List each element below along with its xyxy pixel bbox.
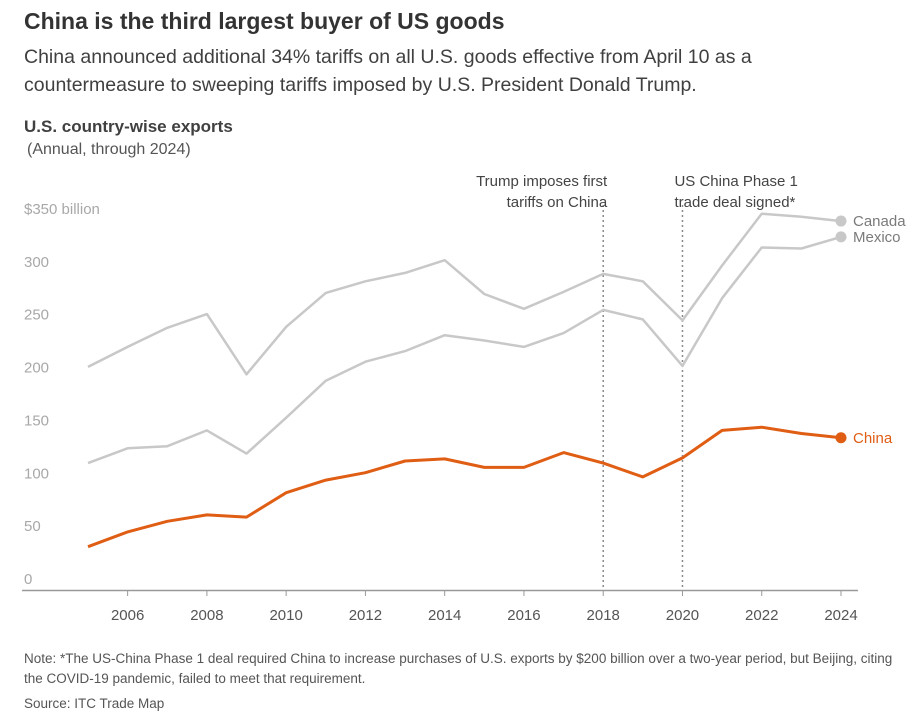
series-line-canada [87,212,842,376]
y-tick-label: 300 [24,254,49,271]
series-line-mexico [87,235,842,465]
x-tick-label: 2016 [507,607,540,624]
y-tick-label: 50 [24,518,41,535]
series-label-canada: Canada [853,213,906,230]
series-end-point-china [835,432,847,444]
y-tick-label: 250 [24,307,49,324]
series-end-point-canada [835,215,847,227]
y-tick-label: $350 billion [24,201,100,218]
x-tick-label: 2006 [111,607,144,624]
annotation-label: trade deal signed* [674,194,795,211]
chart-subtitle: (Annual, through 2024) [27,141,191,158]
x-tick-label: 2012 [349,607,382,624]
y-tick-label: 200 [24,360,49,377]
series-label-china: China [853,430,893,447]
x-tick-label: 2008 [190,607,223,624]
y-tick-label: 100 [24,465,49,482]
page-subtitle: China announced additional 34% tariffs o… [24,46,752,96]
source-credit: Source: ITC Trade Map [24,696,165,711]
y-tick-label: 0 [24,571,32,588]
y-tick-label: 150 [24,412,49,429]
x-tick-label: 2014 [428,607,461,624]
series-label-mexico: Mexico [853,229,901,246]
series-line-china [87,425,842,549]
annotation-label: tariffs on China [507,194,608,211]
x-tick-label: 2024 [824,607,857,624]
x-tick-label: 2020 [666,607,699,624]
page-title: China is the third largest buyer of US g… [24,8,505,34]
x-tick-label: 2010 [269,607,302,624]
footnote: Note: *The US-China Phase 1 deal require… [24,651,893,686]
x-tick-label: 2022 [745,607,778,624]
annotation-label: Trump imposes first [476,173,608,190]
chart-title: U.S. country-wise exports [24,117,233,136]
x-tick-label: 2018 [587,607,620,624]
series-end-point-mexico [835,231,847,243]
line-chart: 0 50 100 150 200 250 300 $350 billion 2006 2008 20… [22,173,906,624]
annotation-label: US China Phase 1 [674,173,797,190]
